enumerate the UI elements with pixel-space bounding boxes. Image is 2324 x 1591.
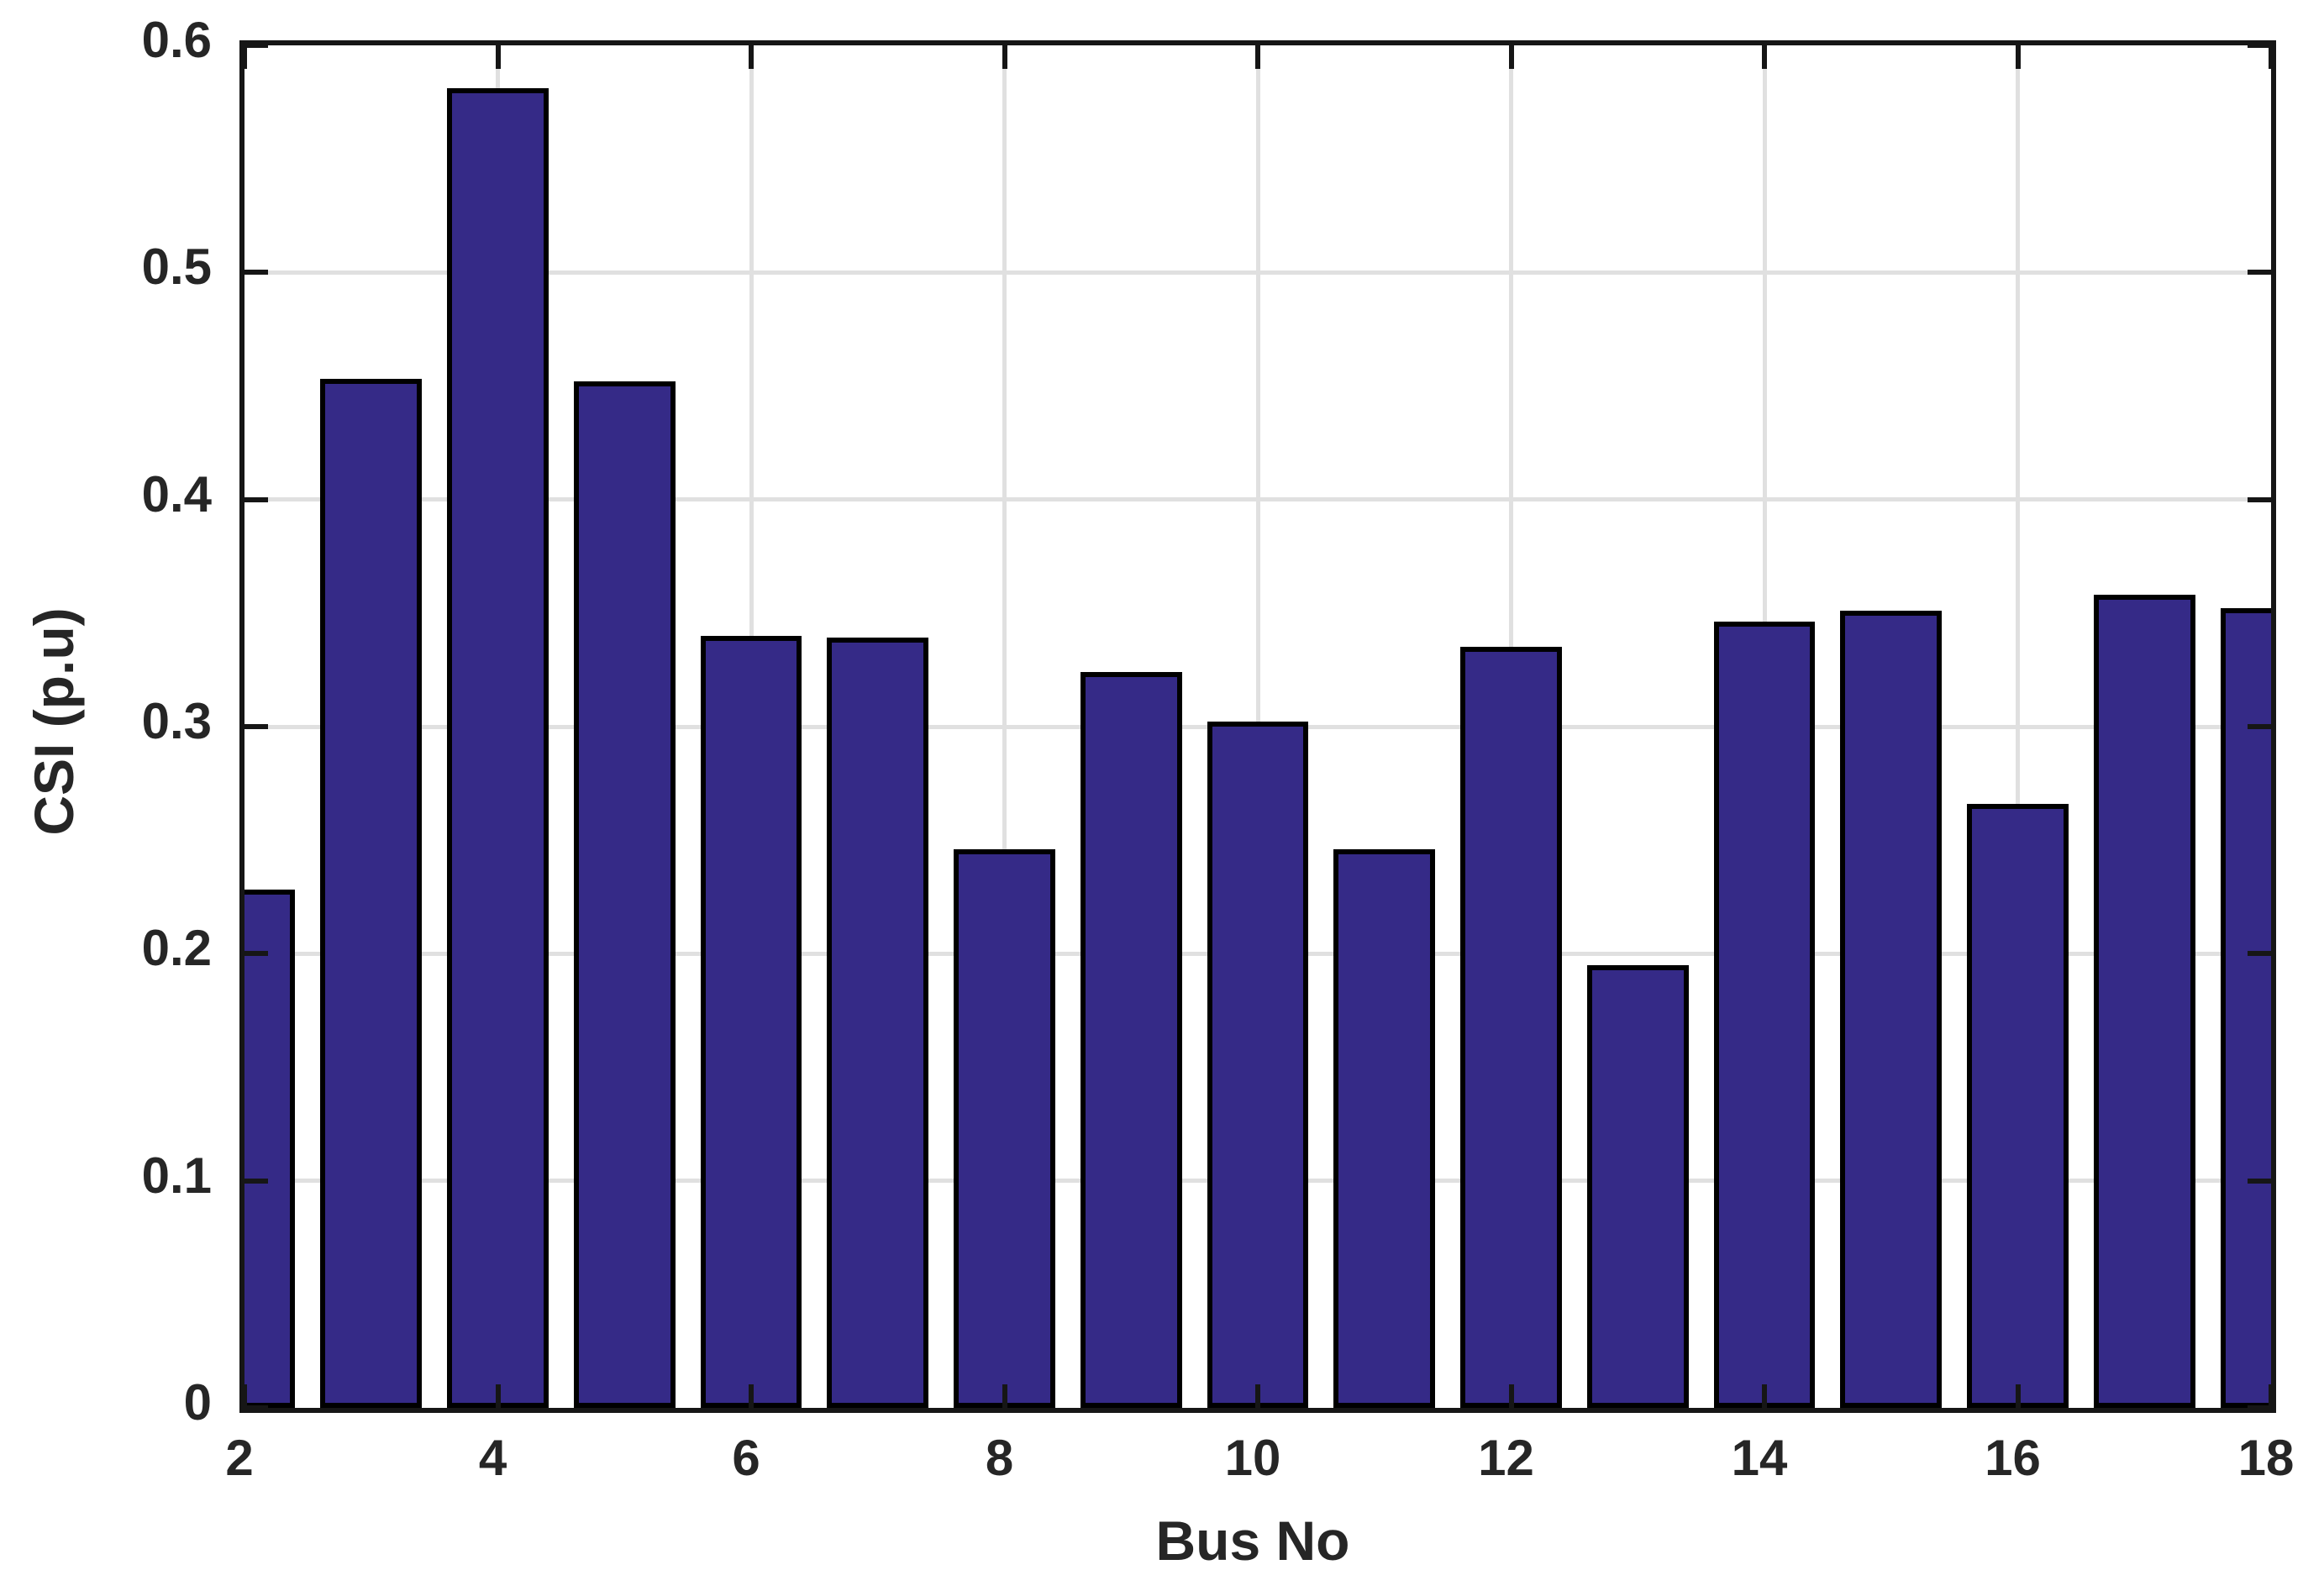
x-tick-mark-top bbox=[1255, 45, 1260, 69]
x-tick-mark bbox=[2015, 1384, 2021, 1408]
y-tick-label: 0.3 bbox=[141, 693, 212, 749]
x-tick-label: 16 bbox=[1985, 1430, 2041, 1486]
x-tick-mark bbox=[1762, 1384, 1767, 1408]
x-tick-mark-top bbox=[1002, 45, 1007, 69]
bar-bus-8 bbox=[954, 848, 1055, 1408]
bar-bus-2 bbox=[244, 890, 296, 1408]
y-tick-mark-right bbox=[2248, 1178, 2271, 1184]
y-tick-label: 0.4 bbox=[141, 465, 212, 522]
v-gridline bbox=[1002, 45, 1007, 1408]
x-tick-label: 4 bbox=[478, 1430, 507, 1486]
x-tick-label: 8 bbox=[985, 1430, 1014, 1486]
x-tick-mark bbox=[244, 1384, 247, 1408]
y-tick-mark-right bbox=[2248, 270, 2271, 276]
x-tick-mark bbox=[1255, 1384, 1260, 1408]
y-tick-label: 0.1 bbox=[141, 1147, 212, 1204]
bar-bus-17 bbox=[2093, 594, 2195, 1408]
bar-bus-3 bbox=[320, 379, 423, 1408]
x-tick-label: 2 bbox=[225, 1430, 254, 1486]
bar-bus-14 bbox=[1713, 622, 1816, 1408]
y-axis-title: CSI (p.u) bbox=[23, 607, 85, 836]
x-tick-mark bbox=[749, 1384, 754, 1408]
x-tick-mark-top bbox=[495, 45, 501, 69]
plot-inner bbox=[244, 45, 2271, 1408]
v-gridline bbox=[2016, 45, 2020, 1408]
y-tick-mark bbox=[244, 1178, 268, 1184]
bar-bus-16 bbox=[1967, 803, 2069, 1408]
x-tick-label: 14 bbox=[1731, 1430, 1788, 1486]
x-tick-label: 6 bbox=[732, 1430, 760, 1486]
y-tick-mark bbox=[244, 951, 268, 957]
bar-bus-11 bbox=[1333, 848, 1436, 1408]
bar-bus-10 bbox=[1207, 722, 1309, 1408]
bar-bus-5 bbox=[573, 381, 676, 1408]
y-tick-label: 0.5 bbox=[141, 239, 212, 296]
x-tick-label: 10 bbox=[1224, 1430, 1281, 1486]
x-axis-title: Bus No bbox=[1155, 1510, 1350, 1572]
bar-bus-9 bbox=[1080, 671, 1182, 1408]
y-tick-mark bbox=[244, 45, 268, 48]
x-tick-mark-top bbox=[244, 45, 247, 69]
y-tick-mark-right bbox=[2248, 724, 2271, 729]
y-tick-mark-right bbox=[2248, 951, 2271, 957]
x-tick-mark-top bbox=[1508, 45, 1514, 69]
x-tick-mark-top bbox=[2015, 45, 2021, 69]
y-tick-mark bbox=[244, 270, 268, 276]
y-tick-label: 0.6 bbox=[141, 12, 212, 68]
bar-bus-13 bbox=[1586, 964, 1689, 1408]
y-tick-mark-right bbox=[2248, 45, 2271, 48]
y-tick-label: 0.2 bbox=[141, 920, 212, 977]
y-tick-mark bbox=[244, 1405, 268, 1408]
y-tick-mark bbox=[244, 724, 268, 729]
x-tick-mark bbox=[2269, 1384, 2271, 1408]
y-tick-mark-right bbox=[2248, 1405, 2271, 1408]
bar-bus-7 bbox=[827, 638, 929, 1408]
x-tick-label: 12 bbox=[1478, 1430, 1534, 1486]
x-tick-mark-top bbox=[749, 45, 754, 69]
y-tick-mark bbox=[244, 496, 268, 502]
bar-bus-15 bbox=[1840, 610, 1943, 1408]
x-tick-mark bbox=[1508, 1384, 1514, 1408]
bar-bus-12 bbox=[1460, 647, 1562, 1408]
x-tick-mark-top bbox=[1762, 45, 1767, 69]
bar-bus-4 bbox=[447, 88, 549, 1408]
x-tick-mark-top bbox=[2269, 45, 2271, 69]
bar-bus-18 bbox=[2220, 608, 2271, 1408]
plot-area bbox=[239, 40, 2276, 1413]
bar-bus-6 bbox=[700, 635, 802, 1408]
y-tick-label: 0 bbox=[183, 1374, 212, 1431]
y-tick-mark-right bbox=[2248, 496, 2271, 502]
x-tick-label: 18 bbox=[2237, 1430, 2295, 1486]
x-tick-mark bbox=[495, 1384, 501, 1408]
x-tick-mark bbox=[1002, 1384, 1007, 1408]
